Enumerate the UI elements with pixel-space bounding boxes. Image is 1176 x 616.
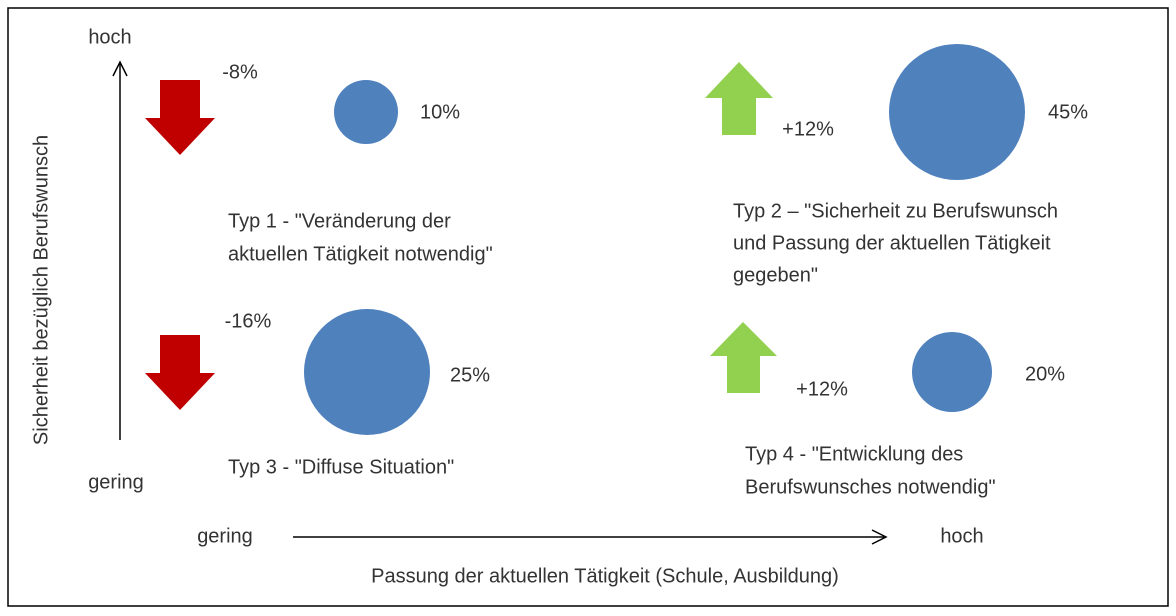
up-arrow	[710, 322, 777, 393]
up-arrow	[705, 62, 773, 135]
bubble	[912, 332, 992, 412]
type-title: Berufswunsches notwendig"	[745, 476, 996, 498]
x-axis	[293, 529, 888, 545]
down-arrow	[145, 80, 215, 155]
x-low: gering	[197, 525, 253, 547]
x-high: hoch	[940, 525, 983, 547]
y-low: gering	[88, 471, 144, 493]
bubble	[334, 80, 398, 144]
down-arrow	[145, 335, 215, 410]
share: 10%	[420, 101, 460, 123]
type-title: aktuellen Tätigkeit notwendig"	[228, 243, 493, 265]
change: +12%	[782, 118, 834, 140]
type-title: gegeben"	[733, 264, 818, 286]
y-axis-head	[112, 60, 128, 77]
type-title: Typ 4 - "Entwicklung des	[745, 443, 963, 465]
y-label: Sicherheit bezüglich Berufswunsch	[30, 135, 52, 445]
frame	[7, 7, 1169, 607]
type-title: Typ 1 - "Veränderung der	[228, 210, 451, 232]
share: 25%	[450, 364, 490, 386]
type-title: Typ 2 – "Sicherheit zu Berufswunsch	[733, 200, 1058, 222]
change: +12%	[796, 378, 848, 400]
bubble	[889, 44, 1025, 180]
change: -8%	[222, 61, 258, 83]
type-title: Typ 3 - "Diffuse Situation"	[228, 456, 454, 478]
bubble	[304, 309, 430, 435]
share: 45%	[1048, 101, 1088, 123]
x-axis-head	[871, 529, 888, 545]
type-title: und Passung der aktuellen Tätigkeit	[733, 232, 1051, 254]
x-label: Passung der aktuellen Tätigkeit (Schule,…	[371, 565, 839, 587]
y-axis	[112, 60, 128, 440]
change: -16%	[225, 310, 272, 332]
share: 20%	[1025, 363, 1065, 385]
y-high: hoch	[88, 26, 131, 48]
